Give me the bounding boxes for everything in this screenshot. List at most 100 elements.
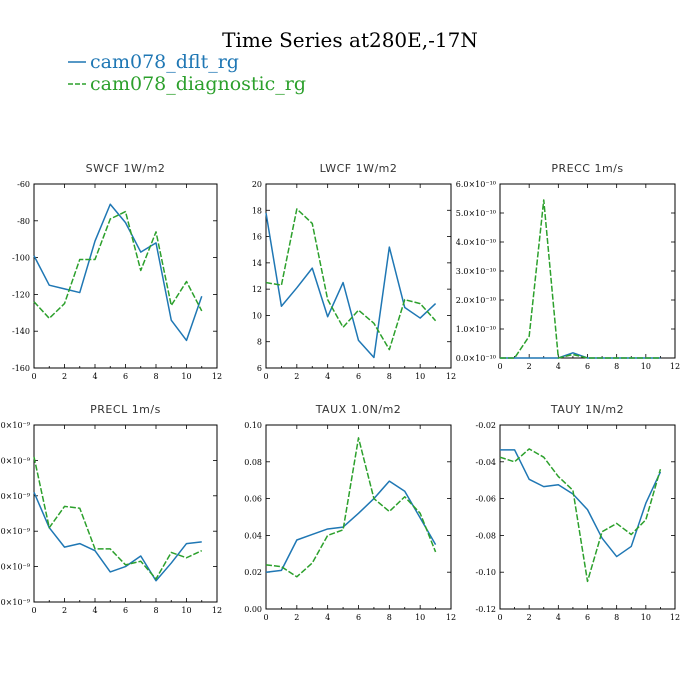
xtick-label: 6	[585, 613, 590, 622]
ytick-label: 0.10	[244, 421, 262, 430]
xtick-label: 8	[387, 613, 392, 622]
xtick-label: 10	[415, 613, 425, 622]
ytick-label: 18	[252, 206, 262, 215]
panel-title-4: TAUX 1.0N/m2	[315, 403, 402, 416]
ytick-label: 5.0×10⁻¹⁰	[456, 209, 496, 218]
xtick-label: 2	[294, 372, 299, 381]
ytick-label: -160	[12, 364, 30, 373]
ytick-label: 4.0×10⁻¹⁰	[456, 238, 496, 247]
ytick-label: 12	[252, 285, 262, 294]
figure-title: Time Series at280E,-17N	[222, 28, 478, 52]
panel-4: TAUX 1.0N/m2 0 2 4 6 8 10 12 0.00 0.02 0.04 0.06 0.0…	[244, 403, 456, 622]
xtick-label: 4	[92, 606, 97, 615]
panel-0: SWCF 1W/m2 0 2 4 6 8 10 12 -160 -140 -120 -100 -80 -6…	[12, 162, 222, 381]
xtick-label: 8	[614, 613, 619, 622]
panel-frame-2	[499, 183, 676, 359]
ytick-label: 0.04	[244, 531, 262, 540]
series-line-1	[265, 437, 437, 578]
ytick-label: 1.0×10⁻⁹	[0, 563, 31, 572]
ytick-label: 2.0×10⁻⁹	[0, 527, 31, 536]
panel-2: PRECC 1m/s 0 2 4 6 8 10 12 0.0×10⁻¹⁰ 1.0×10⁻¹⁰ 2.0…	[456, 162, 680, 371]
xtick-label: 2	[527, 613, 532, 622]
ytick-label: -0.08	[475, 531, 496, 540]
xtick-label: 12	[212, 606, 222, 615]
xtick-label: 12	[446, 613, 456, 622]
series-line-1	[265, 208, 437, 351]
legend-label-1: cam078_diagnostic_rg	[90, 73, 306, 95]
xtick-label: 10	[181, 606, 191, 615]
xtick-label: 8	[614, 362, 619, 371]
series-line-0	[265, 212, 437, 359]
series-line-1	[33, 456, 203, 580]
ytick-label: 14	[252, 259, 262, 268]
ytick-label: -0.06	[475, 495, 496, 504]
panel-title-2: PRECC 1m/s	[551, 162, 623, 175]
series-line-0	[500, 352, 661, 359]
ytick-label: 3.0×10⁻¹⁰	[456, 267, 496, 276]
ytick-label: -0.04	[475, 458, 496, 467]
xtick-label: 12	[670, 613, 680, 622]
xtick-label: 6	[123, 606, 128, 615]
ytick-label: 0.0×10⁻¹⁰	[456, 354, 496, 363]
series-line-1	[500, 199, 661, 359]
xtick-label: 6	[356, 372, 361, 381]
ytick-label: 2.0×10⁻¹⁰	[456, 296, 496, 305]
xtick-label: 0	[31, 606, 36, 615]
xtick-label: 10	[641, 362, 651, 371]
xtick-label: 2	[62, 372, 67, 381]
ytick-label: 5.0×10⁻⁹	[0, 421, 31, 430]
panel-title-0: SWCF 1W/m2	[86, 162, 166, 175]
panel-title-5: TAUY 1N/m2	[550, 403, 624, 416]
xtick-label: 2	[294, 613, 299, 622]
xtick-label: 12	[670, 362, 680, 371]
ytick-label: 0.02	[244, 568, 262, 577]
xtick-label: 0	[497, 362, 502, 371]
xtick-label: 12	[446, 372, 456, 381]
xtick-label: 8	[153, 606, 158, 615]
ytick-label: 16	[252, 233, 262, 242]
series-line-0	[265, 480, 437, 573]
ytick-label: 0.08	[244, 458, 262, 467]
xtick-label: 8	[153, 372, 158, 381]
panel-frame-3	[33, 424, 218, 603]
ytick-label: 1.0×10⁻¹⁰	[456, 325, 496, 334]
ytick-label: 0.00	[244, 605, 262, 614]
ytick-label: -0.10	[475, 568, 496, 577]
ytick-label: -60	[17, 180, 30, 189]
xtick-label: 4	[556, 362, 561, 371]
xtick-label: 0	[263, 613, 268, 622]
xtick-label: 4	[325, 613, 330, 622]
ytick-label: 0.06	[244, 495, 262, 504]
ytick-label: 3.0×10⁻⁹	[0, 492, 31, 501]
series-line-1	[499, 448, 662, 583]
xtick-label: 4	[325, 372, 330, 381]
series-line-1	[33, 210, 203, 320]
ytick-label: 20	[252, 180, 262, 189]
ytick-label: -0.02	[475, 421, 496, 430]
xtick-label: 0	[31, 372, 36, 381]
legend-label-0: cam078_dflt_rg	[90, 51, 239, 73]
ytick-label: -140	[12, 327, 30, 336]
legend: cam078_dflt_rg cam078_diagnostic_rg	[68, 51, 306, 95]
ytick-label: -100	[12, 254, 30, 263]
xtick-label: 6	[356, 613, 361, 622]
xtick-label: 0	[497, 613, 502, 622]
xtick-label: 6	[123, 372, 128, 381]
xtick-label: 2	[62, 606, 67, 615]
xtick-label: 4	[556, 613, 561, 622]
xtick-label: 2	[527, 362, 532, 371]
ytick-label: 0.0×10⁻⁹	[0, 598, 31, 607]
panel-title-1: LWCF 1W/m2	[320, 162, 398, 175]
panel-3: PRECL 1m/s 0 2 4 6 8 10 12 0.0×10⁻⁹ 1.0×10⁻⁹ 2.0×1…	[0, 403, 222, 615]
series-line-0	[500, 449, 662, 558]
series-line-0	[33, 491, 202, 582]
xtick-label: 10	[181, 372, 191, 381]
ytick-label: 10	[252, 311, 262, 320]
xtick-label: 10	[641, 613, 651, 622]
ytick-label: 8	[257, 338, 262, 347]
series-line-0	[33, 203, 203, 342]
xtick-label: 6	[585, 362, 590, 371]
xtick-label: 0	[263, 372, 268, 381]
panel-1: LWCF 1W/m2 0 2 4 6 8 10 12 6 8 10 12 14 16 18 20	[252, 162, 456, 381]
xtick-label: 12	[212, 372, 222, 381]
